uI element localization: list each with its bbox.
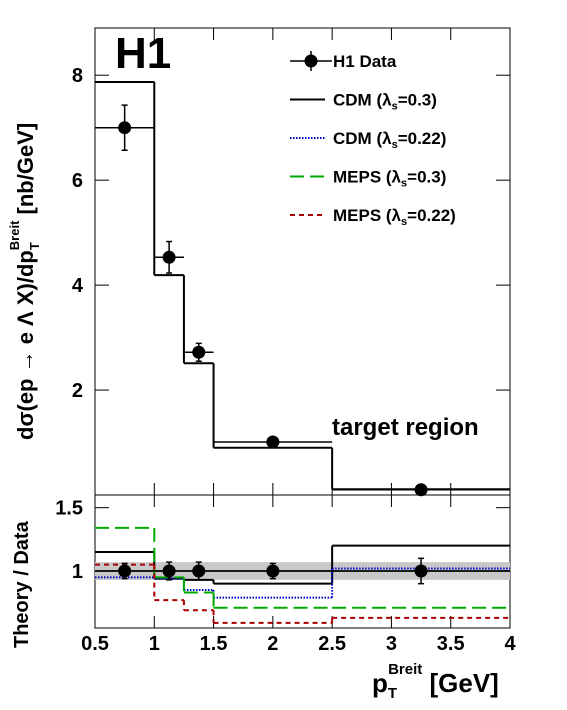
y-tick-label: 6 <box>72 170 83 192</box>
legend-text: CDM (λ <box>333 129 392 148</box>
y-label-main: dσ(ep → e Λ X)/dp <box>13 250 38 440</box>
data-point <box>192 564 206 578</box>
y-tick-label: 8 <box>72 65 83 87</box>
data-point <box>266 435 280 449</box>
y-axis-label: dσ(ep → e Λ X)/dpT Breit [nb/GeV] <box>7 123 42 440</box>
y-label-sub: T <box>27 242 42 250</box>
x-tick-label: 1.5 <box>200 633 228 655</box>
legend-label: CDM (λs=0.3) <box>333 91 437 113</box>
legend-text: MEPS (λ <box>333 168 402 187</box>
legend-label: MEPS (λs=0.22) <box>333 206 456 228</box>
legend-swatch <box>304 54 318 68</box>
y-tick-label: 2 <box>72 380 83 402</box>
legend-sub: s <box>392 139 398 151</box>
x-tick-label: 2 <box>267 633 278 655</box>
y-axis-label: Theory / Data <box>11 520 33 648</box>
data-point <box>162 250 176 264</box>
legend-sub: s <box>401 178 407 190</box>
data-point <box>118 121 132 135</box>
data-point <box>118 564 132 578</box>
chart-title: H1 <box>115 29 171 78</box>
legend-label: MEPS (λs=0.3) <box>333 168 446 190</box>
x-label-unit: [GeV] <box>422 668 499 698</box>
x-axis-label: pT Breit [GeV] <box>372 661 499 702</box>
data-point <box>414 564 428 578</box>
legend-sub: s <box>392 101 398 113</box>
x-tick-label: 0.5 <box>81 633 109 655</box>
y-tick-label: 1.5 <box>55 498 83 520</box>
x-tick-label: 2.5 <box>318 633 346 655</box>
x-tick-label: 3 <box>386 633 397 655</box>
legend-text: MEPS (λ <box>333 206 402 225</box>
x-tick-label: 3.5 <box>437 633 465 655</box>
y-label-sup: Breit <box>7 220 22 250</box>
legend-text: CDM (λ <box>333 91 392 110</box>
data-point <box>162 564 176 578</box>
y-tick-label: 1 <box>72 561 83 583</box>
data-point <box>192 345 206 359</box>
legend-label: H1 Data <box>333 52 397 71</box>
x-tick-label: 4 <box>504 633 516 655</box>
x-label-sub: T <box>388 685 397 702</box>
legend-text: =0.3) <box>398 91 437 110</box>
y-label-unit: [nb/GeV] <box>13 123 38 221</box>
x-label-sup: Breit <box>388 661 422 678</box>
legend-text: =0.22) <box>398 129 447 148</box>
y-tick-label: 4 <box>72 275 84 297</box>
legend-sub: s <box>401 216 407 228</box>
legend-text: =0.3) <box>407 168 446 187</box>
legend-text: =0.22) <box>407 206 456 225</box>
x-label-main: p <box>372 668 388 698</box>
x-tick-label: 1 <box>149 633 160 655</box>
annotation: target region <box>332 414 479 441</box>
legend-label: CDM (λs=0.22) <box>333 129 446 151</box>
data-point <box>266 564 280 578</box>
plot-frame <box>94 494 511 629</box>
